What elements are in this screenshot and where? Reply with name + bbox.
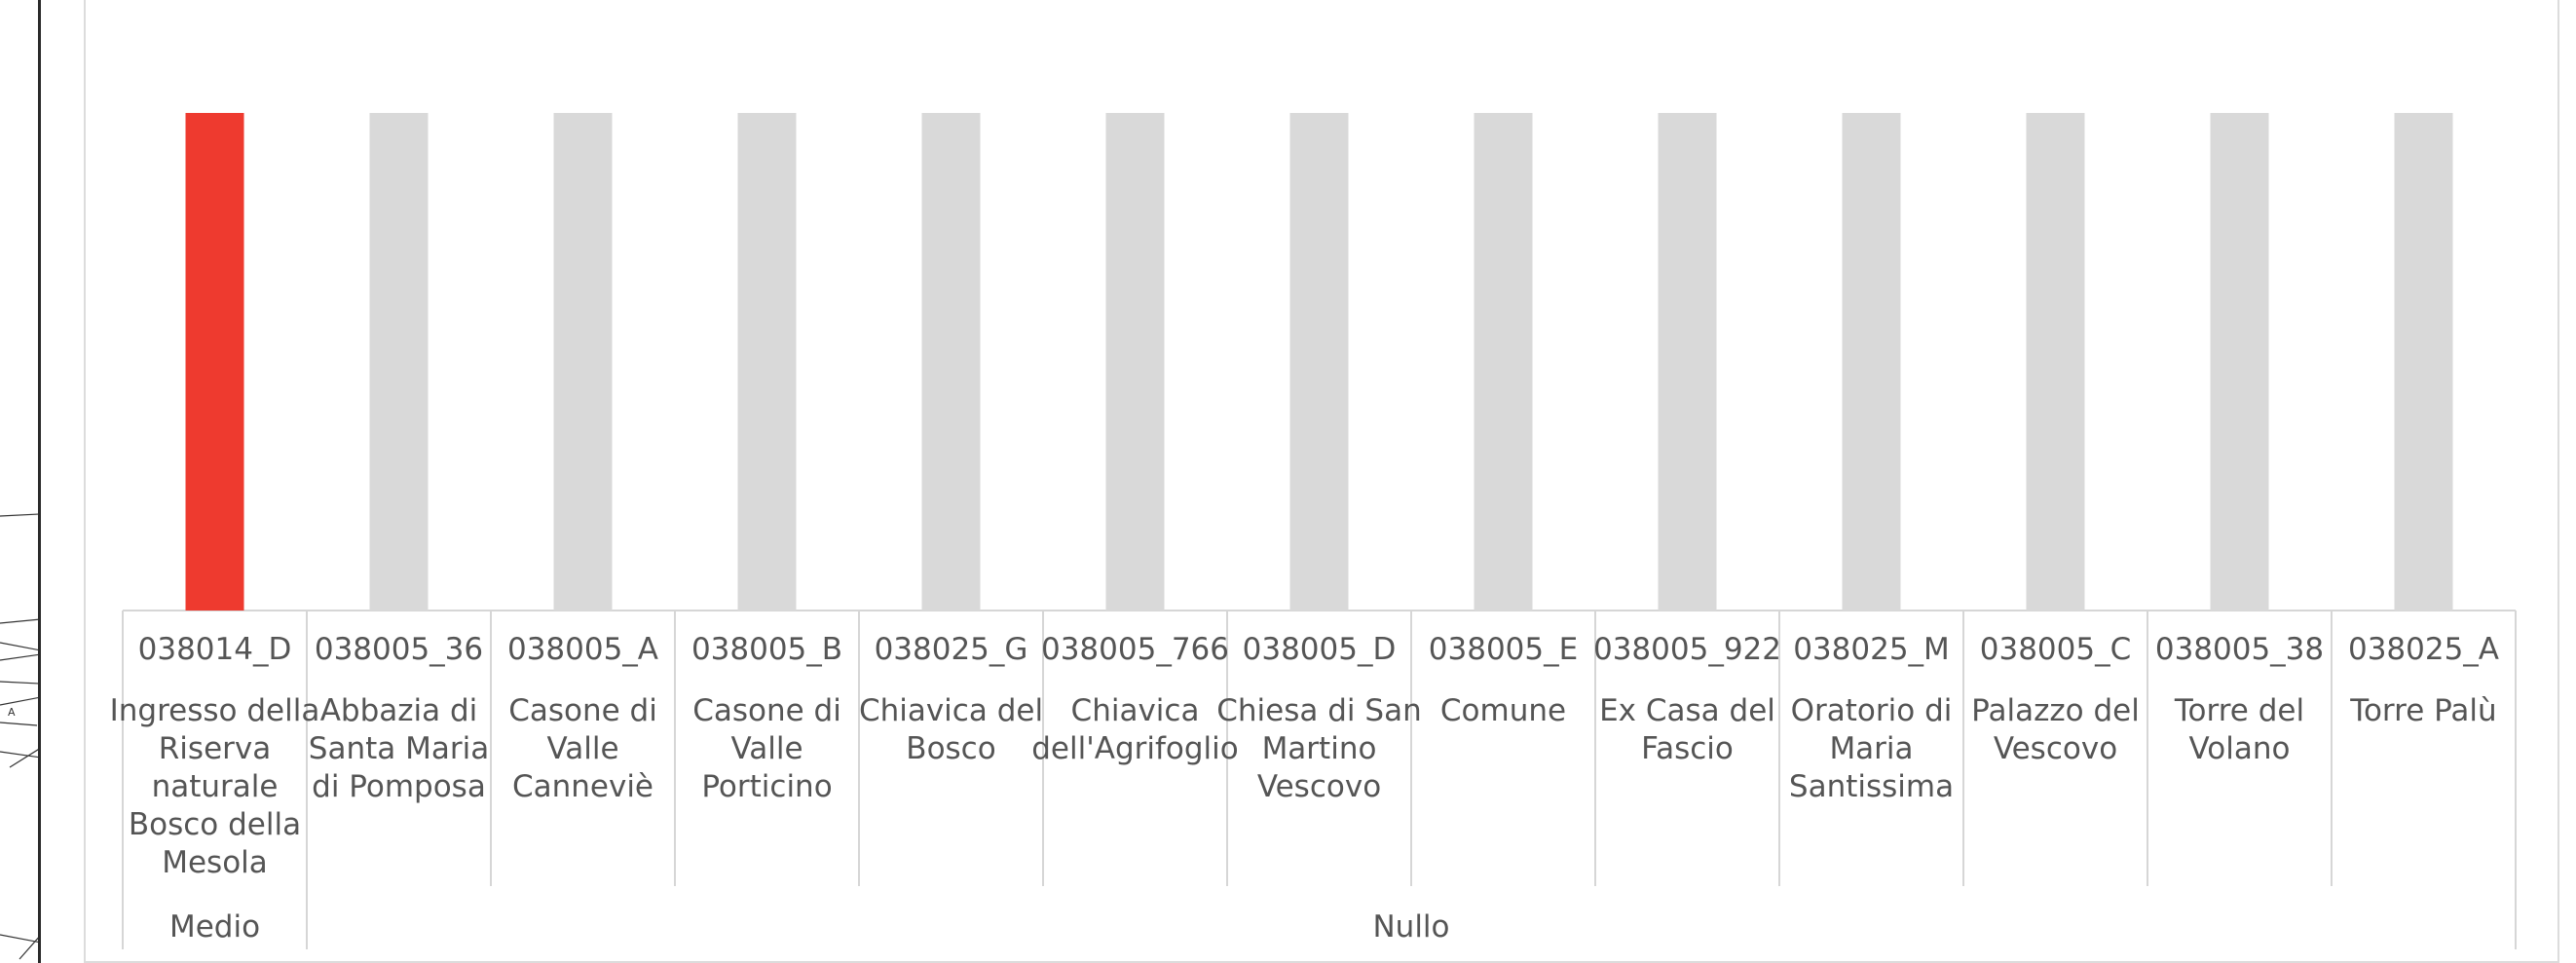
bar	[2210, 113, 2269, 611]
bar	[737, 113, 797, 611]
tick-label-name: Vescovo	[1257, 769, 1381, 804]
tick-label-code: 038025_G	[875, 632, 1028, 667]
tick-label-code: 038025_M	[1793, 632, 1950, 667]
tick-label-code: 038005_38	[2155, 632, 2324, 667]
tick-label-name: Canneviè	[512, 769, 653, 804]
tick-label-code: 038025_A	[2348, 632, 2499, 667]
tick-label-name: Vescovo	[1994, 731, 2117, 766]
tick-label-code: 038014_D	[138, 632, 292, 667]
left-edge-strip: A	[0, 0, 41, 963]
tick-label-name: Volano	[2189, 731, 2291, 766]
tick-label-name: Ex Casa del	[1599, 693, 1775, 728]
tick-label-name: naturale	[152, 769, 279, 804]
tick-label-name: Valle	[730, 731, 803, 766]
bar	[1658, 113, 1717, 611]
tick-label-code: 038005_C	[1980, 632, 2131, 667]
bar	[553, 113, 613, 611]
tick-label-name: Chiesa di San	[1216, 693, 1421, 728]
map-fragment: A	[0, 513, 38, 960]
tick-label-name: Bosco della	[129, 807, 301, 842]
tick-label-name: Fascio	[1641, 731, 1734, 766]
tick-label-name: Oratorio di	[1791, 693, 1953, 728]
bar	[1105, 113, 1165, 611]
tick-label-name: dell'Agrifoglio	[1031, 731, 1239, 766]
tick-label-code: 038005_B	[691, 632, 842, 667]
tick-label-code: 038005_922	[1593, 632, 1781, 667]
tick-label-code: 038005_A	[507, 632, 658, 667]
tick-label-code: 038005_E	[1429, 632, 1578, 667]
bar	[2394, 113, 2453, 611]
group-label: Nullo	[1372, 909, 1449, 944]
tick-label-name: Ingresso della	[110, 693, 320, 728]
tick-label-name: Santa Maria	[309, 731, 489, 766]
tick-label-name: Maria	[1829, 731, 1913, 766]
bar	[1289, 113, 1349, 611]
tick-label-name: Casone di	[692, 693, 841, 728]
tick-label-name: Chiavica del	[859, 693, 1043, 728]
bar	[2026, 113, 2085, 611]
tick-label-name: Torre Palù	[2349, 693, 2496, 728]
tick-label-name: Mesola	[162, 845, 268, 880]
bar	[921, 113, 981, 611]
tick-label-name: Abbazia di	[320, 693, 478, 728]
tick-label-name: Porticino	[701, 769, 832, 804]
tick-label-name: Martino	[1262, 731, 1377, 766]
bar	[1474, 113, 1533, 611]
group-label: Medio	[169, 909, 260, 944]
tick-label-name: Valle	[546, 731, 618, 766]
bar	[369, 113, 429, 611]
tick-label-name: Riserva	[159, 731, 271, 766]
tick-label-name: Palazzo del	[1971, 693, 2140, 728]
tick-label-name: Santissima	[1789, 769, 1954, 804]
tick-label-name: Comune	[1440, 693, 1566, 728]
tick-label-name: Chiavica	[1071, 693, 1200, 728]
bar-highlighted	[185, 113, 244, 611]
svg-text:A: A	[8, 706, 16, 719]
bar	[1842, 113, 1901, 611]
tick-label-code: 038005_D	[1243, 632, 1397, 667]
tick-label-name: Casone di	[508, 693, 657, 728]
tick-label-name: di Pomposa	[312, 769, 486, 804]
tick-label-code: 038005_766	[1041, 632, 1229, 667]
tick-label-code: 038005_36	[315, 632, 483, 667]
tick-label-name: Torre del	[2174, 693, 2304, 728]
tick-label-name: Bosco	[906, 731, 995, 766]
